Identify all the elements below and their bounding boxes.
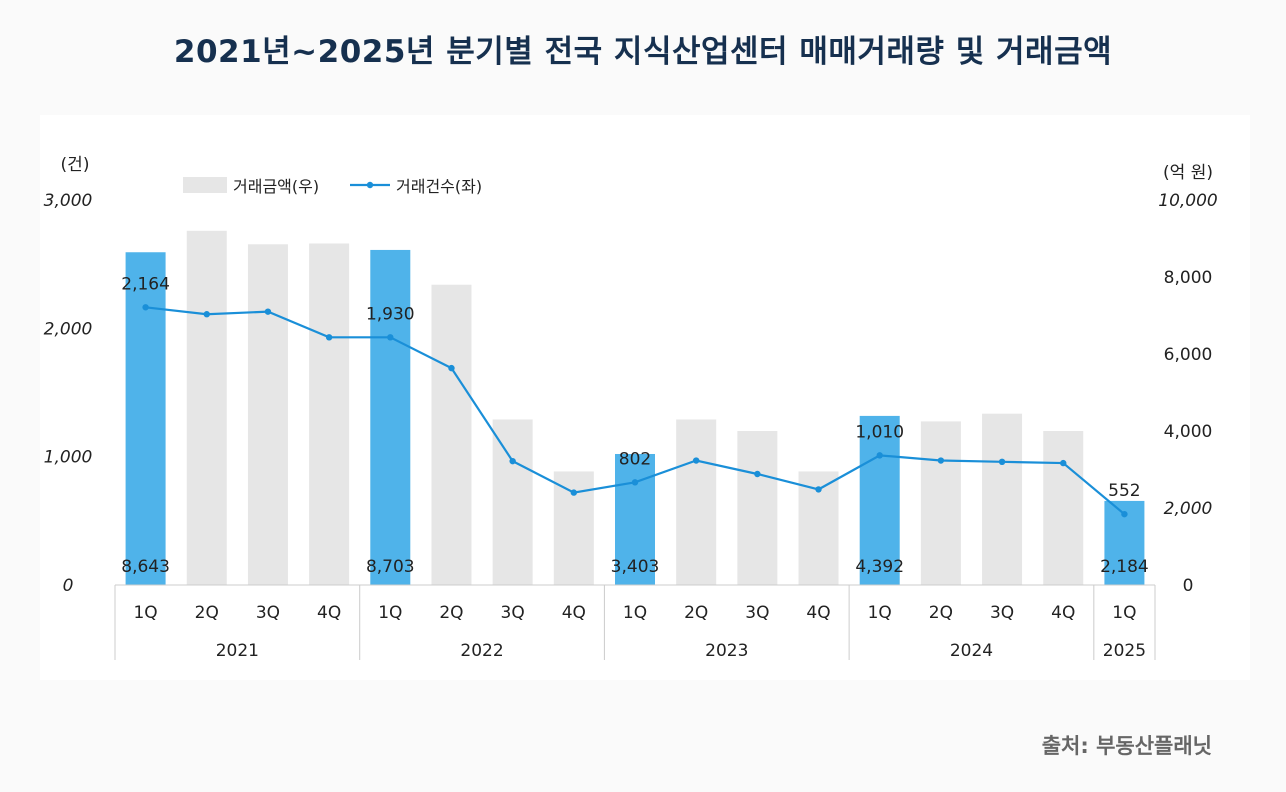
x-year-label-4: 2025: [1103, 641, 1146, 661]
x-year-label-1: 2022: [460, 641, 503, 661]
line-point-14: [998, 458, 1006, 465]
bar-amount-1: [186, 230, 227, 586]
bar-amount-0: [125, 252, 166, 585]
legend-label-line: 거래건수(좌): [396, 177, 482, 196]
x-tick-7: 4Q: [562, 603, 586, 623]
line-point-1: [203, 311, 210, 318]
line-point-3: [325, 334, 333, 341]
line-label-12: 1,010: [855, 422, 904, 442]
line-point-4: [387, 334, 394, 341]
x-tick-9: 2Q: [684, 603, 708, 623]
line-point-9: [692, 457, 700, 464]
legend-label-bar: 거래금액(우): [233, 177, 319, 196]
bar-amount-5: [431, 284, 472, 585]
x-tick-6: 3Q: [501, 603, 525, 623]
chart-card: 2,164 1,930 802 1,010 552 8,643 8,703 3,403 4,39…: [40, 115, 1250, 680]
bar-amount-13: [920, 421, 961, 585]
legend-swatch-line-point: [366, 181, 374, 189]
chart-title: 2021년~2025년 분기별 전국 지식산업센터 매매거래량 및 거래금액: [173, 34, 1113, 70]
line-label-16: 552: [1108, 481, 1140, 501]
bar-amount-12: [859, 415, 900, 585]
bar-label-0: 8,643: [121, 557, 170, 577]
x-tick-8: 1Q: [623, 603, 647, 623]
bar-label-12: 4,392: [855, 557, 904, 577]
bar-amount-9: [676, 419, 717, 585]
y-right-tick-3: 6,000: [1164, 345, 1213, 365]
combo-chart: 2,164 1,930 802 1,010 552 8,643 8,703 3,403 4,39…: [44, 155, 1218, 661]
x-tick-16: 1Q: [1112, 603, 1136, 623]
x-tick-3: 4Q: [317, 603, 341, 623]
x-tick-5: 2Q: [439, 603, 463, 623]
y-right-tick-2: 4,000: [1164, 422, 1213, 442]
x-tick-2: 3Q: [256, 603, 280, 623]
line-label-0: 2,164: [121, 274, 170, 294]
y-left-unit: (건): [61, 155, 90, 175]
x-year-label-0: 2021: [216, 641, 259, 661]
bar-label-8: 3,403: [611, 557, 660, 577]
x-tick-11: 4Q: [806, 603, 830, 623]
y-right-tick-1: 2,000: [1164, 499, 1213, 519]
line-point-13: [937, 457, 945, 464]
line-point-16: [1121, 510, 1128, 518]
bar-label-16: 2,184: [1100, 557, 1149, 577]
line-point-2: [264, 308, 272, 315]
line-point-10: [754, 470, 761, 478]
x-tick-13: 2Q: [929, 603, 953, 623]
x-tick-4: 1Q: [378, 603, 402, 623]
y-left-tick-1: 1,000: [44, 448, 93, 468]
line-point-7: [570, 489, 578, 496]
bar-amount-2: [247, 244, 288, 585]
line-point-6: [509, 457, 516, 465]
x-tick-1: 2Q: [195, 603, 219, 623]
bar-amount-10: [737, 431, 778, 585]
x-year-label-2: 2023: [705, 641, 748, 661]
x-tick-12: 1Q: [868, 603, 892, 623]
y-left-tick-0: 0: [63, 576, 74, 596]
x-year-label-3: 2024: [950, 641, 993, 661]
bar-amount-3: [309, 243, 350, 585]
y-right-unit: (억 원): [1163, 163, 1213, 183]
line-point-11: [815, 486, 822, 493]
legend-swatch-bar: [183, 177, 227, 193]
y-right-tick-5: 10,000: [1158, 191, 1217, 211]
bar-amount-14: [982, 413, 1023, 585]
line-point-12: [876, 452, 883, 459]
y-right-tick-0: 0: [1183, 576, 1194, 596]
source-note: 출처: 부동산플래닛: [1041, 734, 1212, 758]
bar-amount-7: [553, 471, 594, 585]
line-label-8: 802: [619, 449, 651, 469]
x-tick-10: 3Q: [745, 603, 769, 623]
line-point-15: [1060, 459, 1067, 467]
y-left-tick-2: 2,000: [44, 319, 93, 339]
bar-amount-15: [1043, 431, 1084, 585]
x-tick-15: 4Q: [1051, 603, 1075, 623]
line-label-4: 1,930: [366, 304, 415, 324]
bar-amount-4: [370, 249, 411, 585]
x-tick-14: 3Q: [990, 603, 1014, 623]
y-right-tick-4: 8,000: [1164, 268, 1213, 288]
y-left-tick-3: 3,000: [44, 191, 93, 211]
line-point-0: [142, 304, 149, 311]
x-tick-0: 1Q: [133, 603, 157, 623]
bar-label-4: 8,703: [366, 557, 415, 577]
bar-amount-8: [615, 453, 655, 585]
line-point-8: [631, 479, 639, 486]
bar-amount-6: [492, 419, 533, 585]
line-point-5: [448, 364, 455, 372]
